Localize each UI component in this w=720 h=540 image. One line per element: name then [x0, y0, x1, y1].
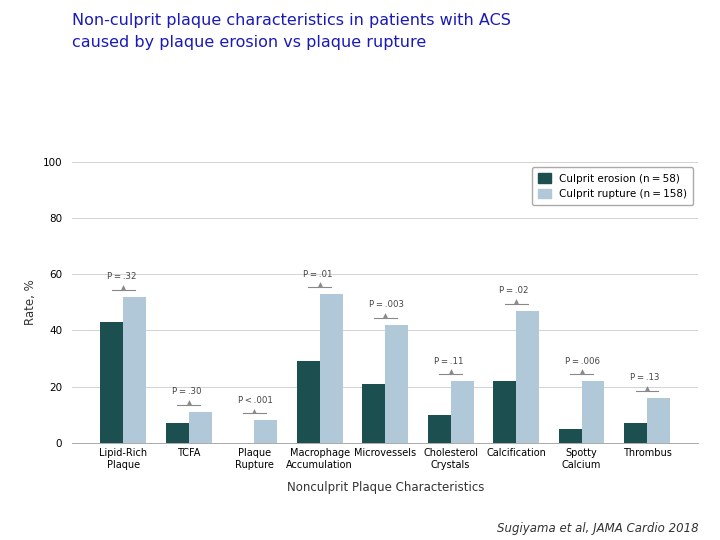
Bar	[101, 322, 123, 443]
Text: Nonculprit Plaque Characteristics: Nonculprit Plaque Characteristics	[287, 481, 484, 494]
Bar	[559, 429, 582, 443]
Text: P = .32: P = .32	[107, 272, 136, 281]
Text: P = .01: P = .01	[303, 269, 333, 279]
Bar	[297, 361, 320, 443]
Bar	[166, 423, 189, 443]
Bar	[362, 384, 385, 443]
Bar	[123, 297, 146, 443]
Bar	[385, 325, 408, 443]
Text: P < .001: P < .001	[238, 396, 272, 405]
Bar	[451, 381, 474, 443]
Text: P = .11: P = .11	[434, 356, 464, 366]
Bar	[516, 311, 539, 443]
Text: P = .02: P = .02	[500, 286, 529, 295]
Bar	[493, 381, 516, 443]
Text: P = .30: P = .30	[172, 388, 202, 396]
Bar	[428, 415, 451, 443]
Bar	[189, 412, 212, 443]
Bar	[582, 381, 605, 443]
Text: P = .006: P = .006	[565, 356, 600, 366]
Bar	[254, 420, 277, 443]
Bar	[320, 294, 343, 443]
Y-axis label: Rate, %: Rate, %	[24, 280, 37, 325]
Text: Non-culprit plaque characteristics in patients with ACS
caused by plaque erosion: Non-culprit plaque characteristics in pa…	[72, 14, 511, 50]
Text: P = .13: P = .13	[630, 374, 660, 382]
Legend: Culprit erosion (n = 58), Culprit rupture (n = 158): Culprit erosion (n = 58), Culprit ruptur…	[532, 167, 693, 205]
Bar	[647, 398, 670, 443]
Bar	[624, 423, 647, 443]
Text: P = .003: P = .003	[369, 300, 403, 309]
Text: Sugiyama et al, JAMA Cardio 2018: Sugiyama et al, JAMA Cardio 2018	[497, 522, 698, 535]
